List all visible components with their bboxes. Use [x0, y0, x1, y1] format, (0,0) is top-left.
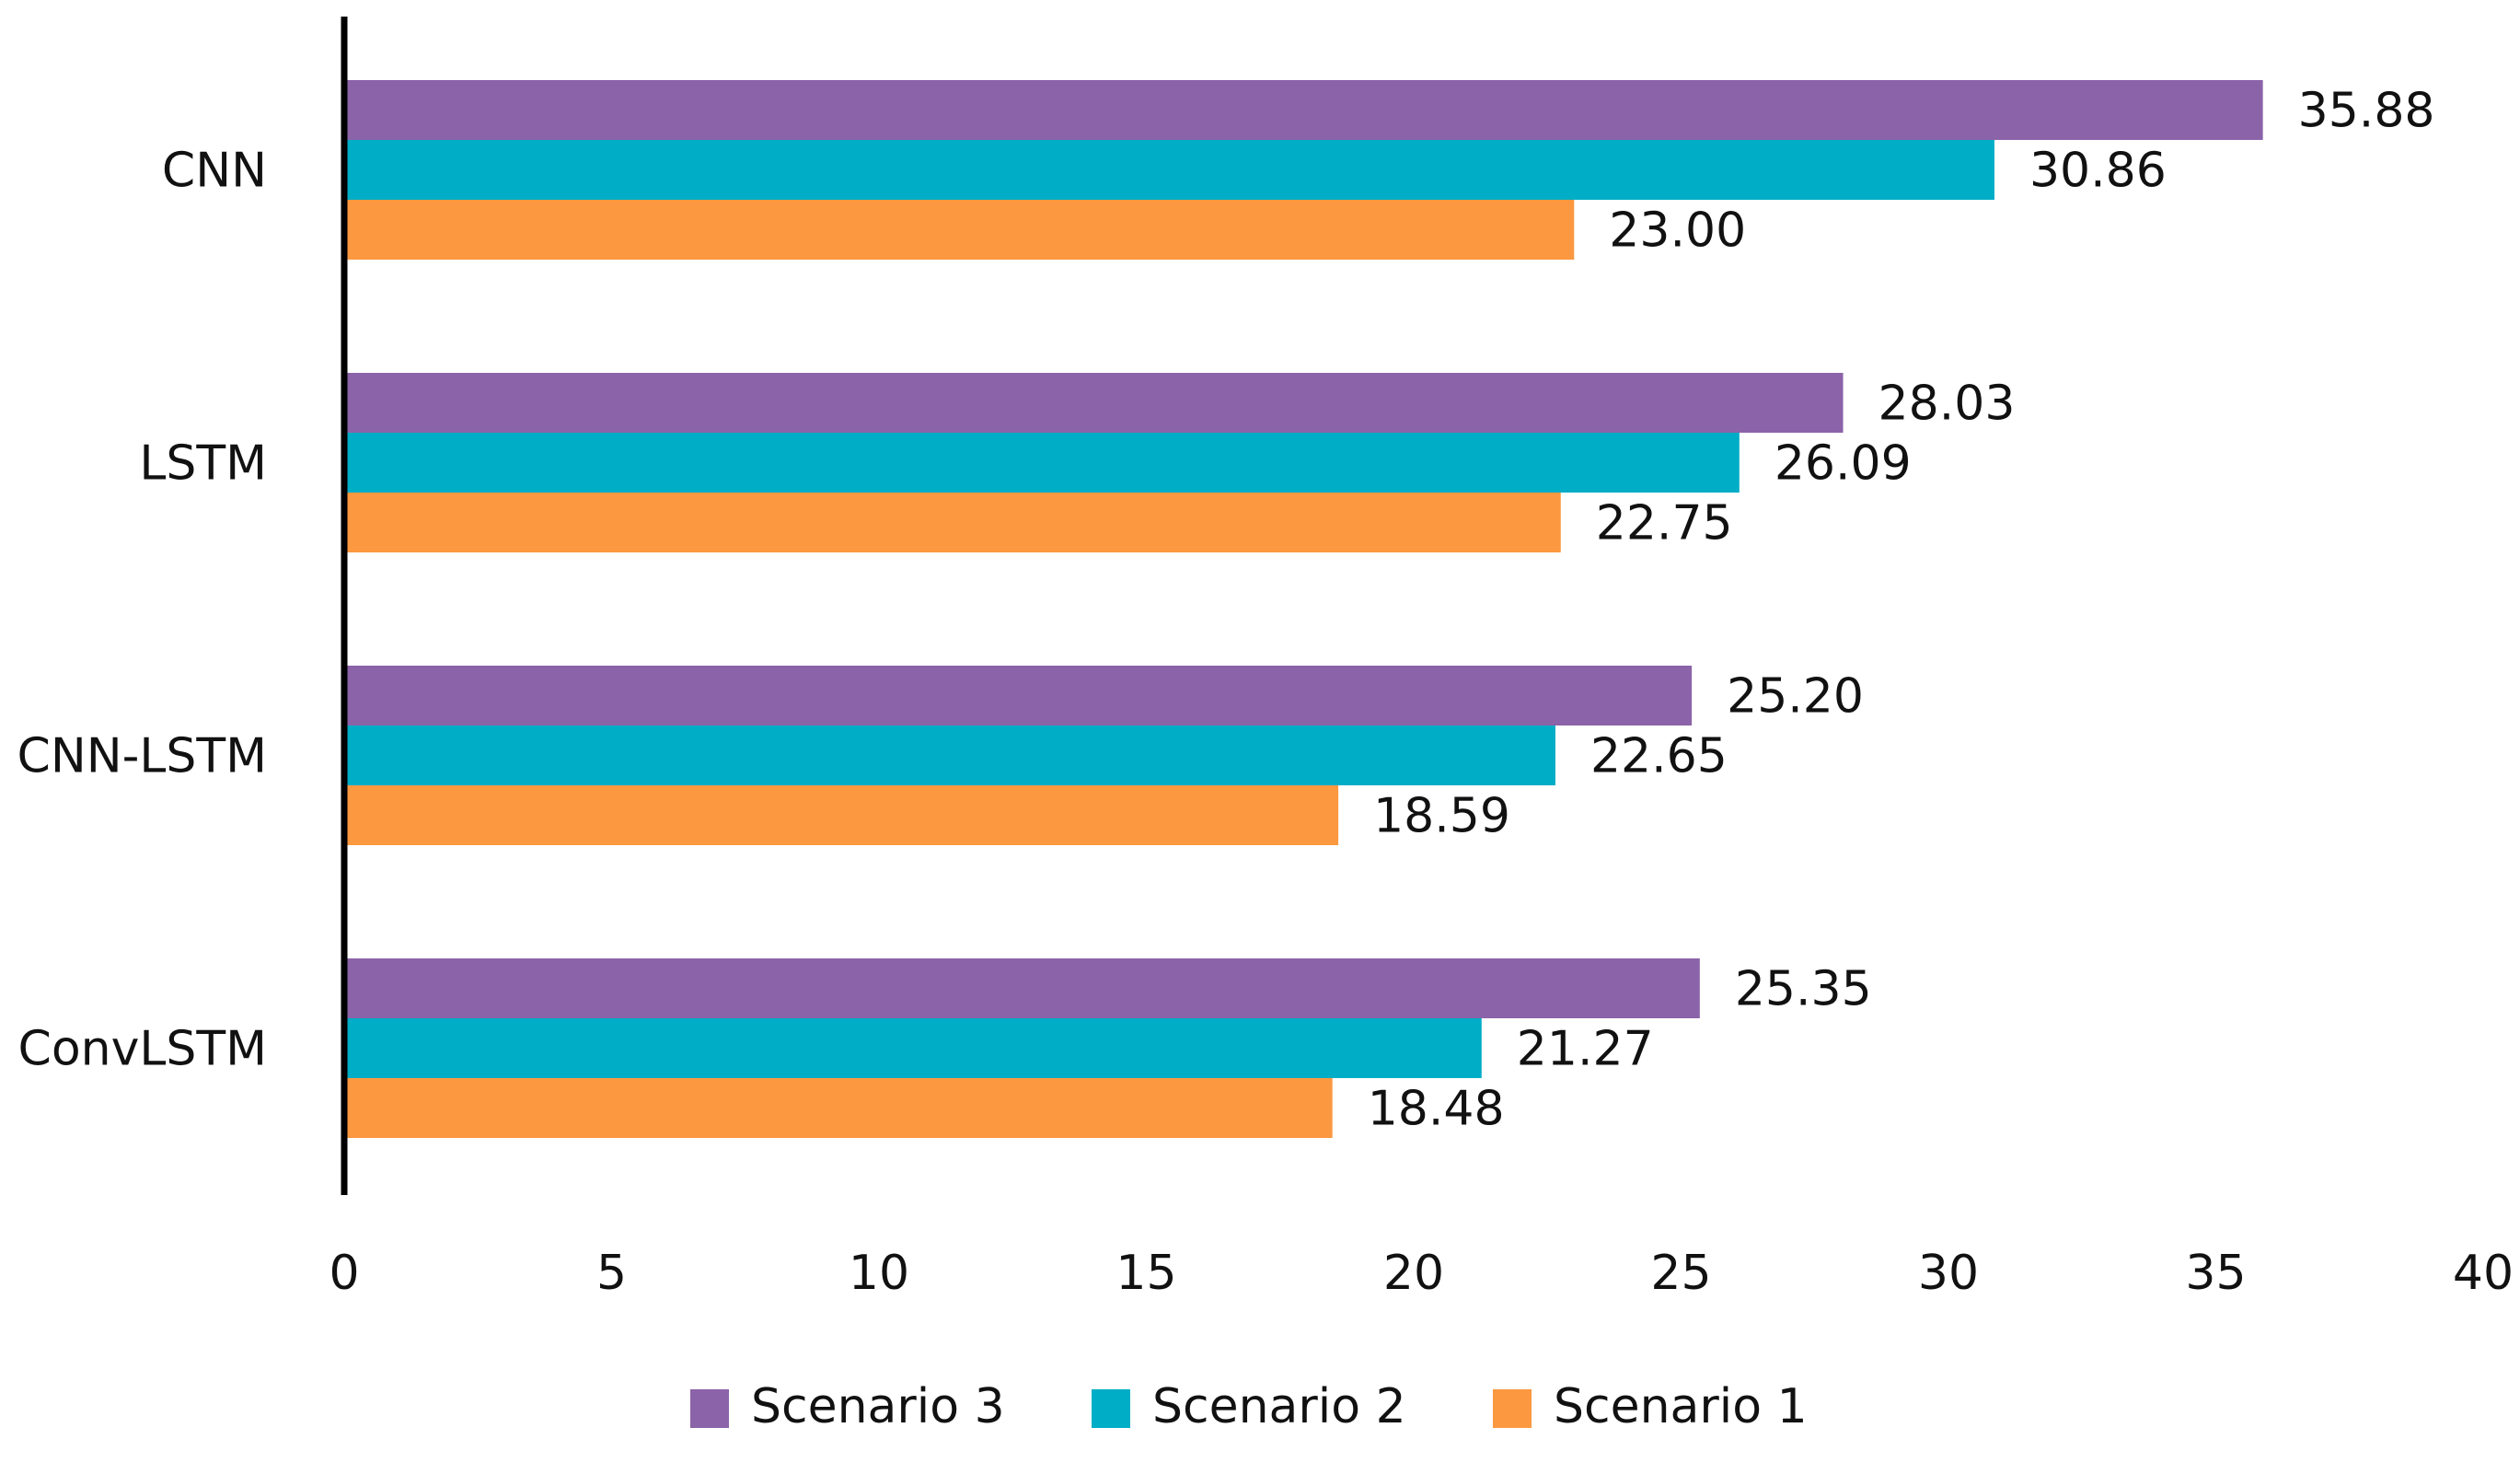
- value-label-scenario-2-convlstm: 21.27: [1517, 1022, 1654, 1077]
- bar-scenario-1-cnn-lstm: [344, 785, 1339, 845]
- bar-scenario-1-convlstm: [344, 1078, 1333, 1138]
- x-tick-label-30: 30: [1918, 1246, 1979, 1301]
- category-labels: CNN LSTM CNN-LSTM ConvLSTM: [17, 144, 267, 1077]
- bar-scenario-3-cnn-lstm: [344, 666, 1693, 725]
- legend-label-scenario-1: Scenario 1: [1554, 1379, 1808, 1434]
- x-tick-label-0: 0: [329, 1246, 359, 1301]
- legend-swatch-scenario-1: [1493, 1389, 1532, 1428]
- bar-scenario-2-cnn: [344, 140, 1994, 200]
- category-label-cnn-lstm: CNN-LSTM: [17, 729, 267, 784]
- bar-scenario-1-lstm: [344, 493, 1561, 552]
- category-label-cnn: CNN: [162, 144, 267, 199]
- bar-scenario-2-cnn-lstm: [344, 725, 1555, 785]
- bars-layer: [344, 80, 2263, 1138]
- legend-label-scenario-2: Scenario 2: [1152, 1379, 1406, 1434]
- category-label-lstm: LSTM: [139, 436, 267, 492]
- x-axis-tick-labels: 0 5 10 15 20 25 30 35 40: [329, 1246, 2514, 1301]
- value-label-scenario-3-lstm: 28.03: [1878, 377, 2016, 432]
- x-tick-label-25: 25: [1650, 1246, 1711, 1301]
- x-tick-label-40: 40: [2453, 1246, 2514, 1301]
- value-label-scenario-1-cnn-lstm: 18.59: [1373, 789, 1510, 844]
- value-label-scenario-2-lstm: 26.09: [1774, 436, 1912, 492]
- x-tick-label-5: 5: [596, 1246, 627, 1301]
- bar-scenario-3-cnn: [344, 80, 2263, 140]
- bar-scenario-3-convlstm: [344, 958, 1700, 1018]
- value-label-scenario-1-cnn: 23.00: [1609, 203, 1746, 259]
- category-label-convlstm: ConvLSTM: [18, 1022, 267, 1077]
- value-label-scenario-3-cnn-lstm: 25.20: [1727, 669, 1864, 725]
- value-label-scenario-1-lstm: 22.75: [1596, 496, 1733, 551]
- legend-swatch-scenario-3: [690, 1389, 729, 1428]
- value-label-scenario-2-cnn-lstm: 22.65: [1590, 729, 1728, 784]
- legend-swatch-scenario-2: [1092, 1389, 1130, 1428]
- value-label-scenario-1-convlstm: 18.48: [1368, 1082, 1505, 1137]
- x-tick-label-35: 35: [2185, 1246, 2246, 1301]
- x-tick-label-20: 20: [1383, 1246, 1444, 1301]
- bar-scenario-1-cnn: [344, 200, 1575, 260]
- value-label-scenario-3-convlstm: 25.35: [1735, 962, 1872, 1017]
- value-label-scenario-3-cnn: 35.88: [2298, 84, 2435, 139]
- bar-scenario-2-lstm: [344, 433, 1740, 493]
- bar-scenario-3-lstm: [344, 373, 1844, 433]
- legend: Scenario 3 Scenario 2 Scenario 1: [690, 1379, 1808, 1434]
- legend-label-scenario-3: Scenario 3: [751, 1379, 1005, 1434]
- value-label-scenario-2-cnn: 30.86: [2029, 144, 2167, 199]
- bar-scenario-2-convlstm: [344, 1018, 1482, 1078]
- x-tick-label-15: 15: [1116, 1246, 1176, 1301]
- x-tick-label-10: 10: [849, 1246, 909, 1301]
